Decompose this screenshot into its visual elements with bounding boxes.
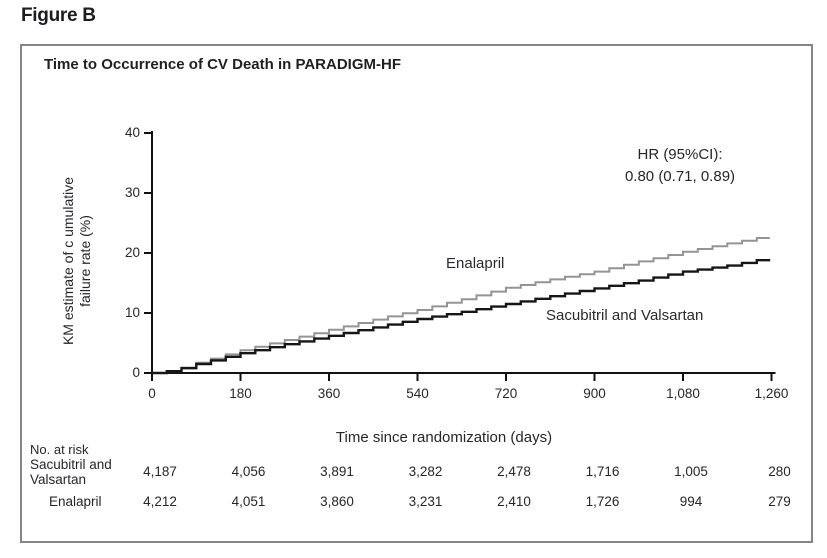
risk-table-header: No. at risk [30, 442, 89, 457]
risk-row-label-sacubitril: Sacubitril and Valsartan [30, 457, 112, 487]
risk-table-cell: 4,187 [143, 464, 177, 479]
risk-table-cell: 3,891 [320, 464, 354, 479]
risk-table-cell: 4,051 [231, 494, 266, 509]
x-tick-label: 540 [406, 386, 429, 401]
risk-table-cell: 1,005 [674, 464, 708, 479]
y-axis-label-line1: KM estimate of c umulative [60, 176, 76, 346]
figure-label: Figure B [21, 5, 96, 26]
enalapril-curve [152, 237, 770, 374]
x-tick-label: 900 [583, 386, 606, 401]
risk-row-label-enalapril: Enalapril [49, 494, 102, 509]
risk-table-cell: 1,716 [585, 464, 620, 479]
hazard-ratio-line2: 0.80 (0.71, 0.89) [624, 168, 736, 185]
risk-table-cell: 2,478 [497, 464, 531, 479]
y-axis-label: KM estimate of c umulative failure rate … [60, 131, 94, 391]
risk-table-cell: 4,212 [143, 494, 177, 509]
risk-table-cell: 1,726 [585, 494, 620, 509]
y-tick-label: 0 [132, 365, 140, 380]
y-tick-label: 10 [124, 305, 140, 320]
y-axis-label-line2: failure rate (%) [77, 215, 93, 307]
x-tick-label: 360 [317, 386, 341, 401]
y-tick-label: 30 [124, 185, 140, 200]
risk-table-cell: 4,056 [231, 464, 266, 479]
risk-table-cell: 3,282 [408, 464, 443, 479]
x-axis-title: Time since randomization (days) [335, 429, 553, 446]
y-tick-label: 20 [124, 245, 140, 260]
sacubitril-curve [152, 259, 771, 375]
risk-table-cell: 279 [768, 494, 791, 509]
risk-table-cell: 3,231 [408, 494, 443, 509]
enalapril-curve-label: Enalapril [446, 255, 505, 272]
risk-table-cell: 280 [768, 464, 791, 479]
hazard-ratio-line1: HR (95%CI): [637, 146, 723, 163]
hazard-ratio-annotation: HR (95%CI): 0.80 (0.71, 0.89) [555, 144, 805, 188]
chart-title: Time to Occurrence of CV Death in PARADI… [44, 56, 401, 73]
x-tick-label: 720 [494, 386, 518, 401]
x-tick-label: 0 [148, 386, 156, 401]
risk-table-cell: 2,410 [497, 494, 531, 509]
x-tick-label: 1,260 [754, 386, 789, 401]
risk-table-cell: 3,860 [320, 494, 354, 509]
sacubitril-curve-label: Sacubitril and Valsartan [546, 307, 704, 324]
x-tick-label: 180 [229, 386, 252, 401]
x-tick-label: 1,080 [666, 386, 700, 401]
y-tick-label: 40 [124, 125, 140, 140]
risk-table-cell: 994 [679, 494, 703, 509]
